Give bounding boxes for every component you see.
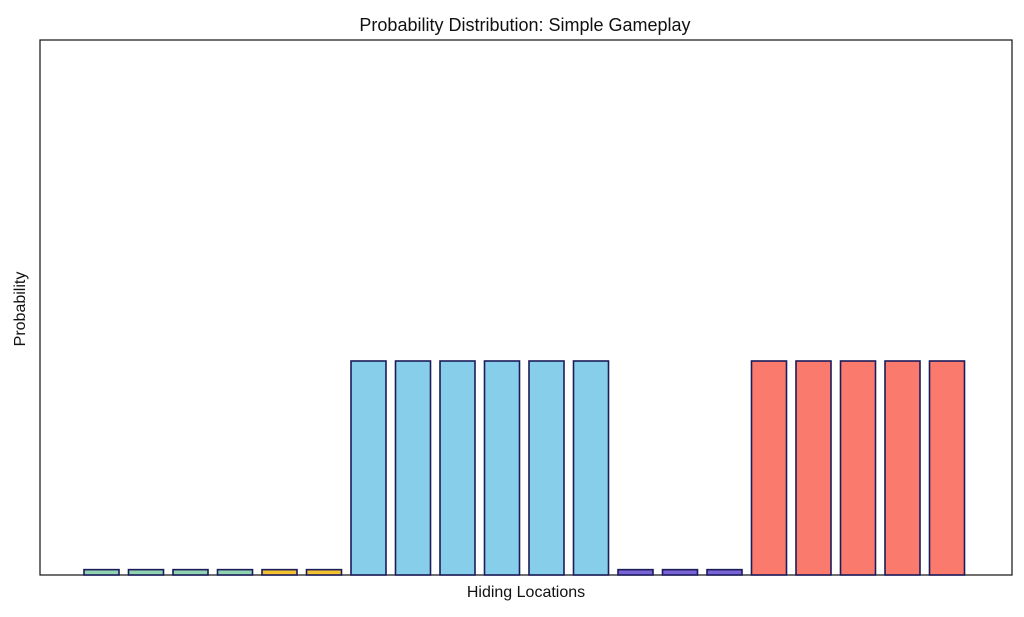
bar-19: [884, 360, 921, 576]
bar-14: [661, 568, 699, 576]
bar-20: [928, 360, 966, 576]
bar-4: [216, 568, 254, 576]
plot-area: [39, 39, 1013, 576]
bar-13: [617, 568, 654, 576]
bar-5: [261, 568, 298, 576]
bar-10: [483, 360, 521, 576]
chart-title: Probability Distribution: Simple Gamepla…: [359, 15, 690, 35]
bar-12: [572, 360, 610, 576]
bar-6: [305, 568, 343, 576]
bar-2: [127, 568, 165, 576]
bar-7: [350, 360, 387, 576]
bar-11: [528, 360, 565, 576]
bar-9: [439, 360, 476, 576]
x-axis-label: Hiding Locations: [467, 584, 585, 601]
bar-1: [83, 568, 120, 576]
y-axis-label: Probability: [12, 272, 29, 347]
bar-18: [839, 360, 877, 576]
bars-group: [83, 360, 966, 576]
bar-16: [750, 360, 788, 576]
bar-3: [172, 568, 209, 576]
bar-15: [706, 568, 743, 576]
bar-8: [394, 360, 432, 576]
bar-17: [795, 360, 832, 576]
